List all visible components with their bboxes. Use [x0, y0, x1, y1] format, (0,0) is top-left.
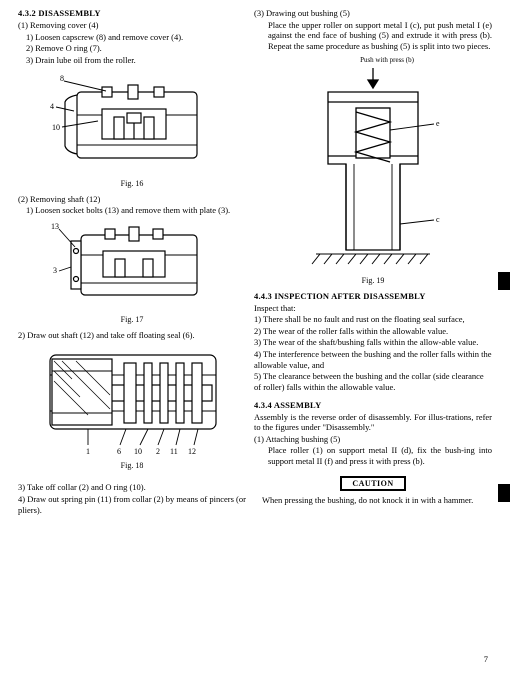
caution-box: CAUTION	[340, 476, 405, 491]
removing-cover-step2: 2) Remove O ring (7).	[18, 43, 246, 54]
fig18-label-12: 12	[188, 447, 196, 456]
drawout-spring: 4) Draw out spring pin (11) from collar …	[18, 494, 246, 515]
fig19-caption: Fig. 19	[254, 276, 492, 285]
fig18-label-11: 11	[170, 447, 178, 456]
fig17-label-13: 13	[51, 222, 59, 231]
sec-432: 4.3.2 DISASSEMBLY	[18, 8, 246, 18]
assembly-intro: Assembly is the reverse order of disasse…	[254, 412, 492, 433]
attach-bushing-title: (1) Attaching bushing (5)	[254, 434, 492, 445]
fig17: 13 3	[18, 217, 246, 313]
fig19: e c	[254, 64, 492, 274]
drawout-shaft: 2) Draw out shaft (12) and take off floa…	[18, 330, 246, 341]
fig16-label-4: 4	[50, 102, 54, 111]
fig18-label-10: 10	[134, 447, 142, 456]
page-number: 7	[484, 654, 488, 664]
removing-cover-title: (1) Removing cover (4)	[18, 20, 246, 31]
fig19-toplabel: Push with press (b)	[282, 56, 492, 64]
removing-cover-step1: 1) Loosen capscrew (8) and remove cover …	[18, 32, 246, 43]
fig18-label-2: 2	[156, 447, 160, 456]
inspect-title: Inspect that:	[254, 303, 492, 314]
inspect-5: 5) The clearance between the bushing and…	[254, 371, 492, 392]
inspect-1: 1) There shall be no fault and rust on t…	[254, 314, 492, 325]
removing-cover-step3: 3) Drain lube oil from the roller.	[18, 55, 246, 66]
thumb-tab-2	[498, 484, 510, 502]
inspect-2: 2) The wear of the roller falls within t…	[254, 326, 492, 337]
removing-shaft-title: (2) Removing shaft (12)	[18, 194, 246, 205]
sec-434: 4.3.4 ASSEMBLY	[254, 400, 492, 410]
caution-body: When pressing the bushing, do not knock …	[254, 495, 492, 506]
thumb-tab-1	[498, 272, 510, 290]
fig18-label-1: 1	[86, 447, 90, 456]
fig17-label-3: 3	[53, 266, 57, 275]
sec-443: 4.4.3 INSPECTION AFTER DISASSEMBLY	[254, 291, 492, 301]
fig16: 8 4 10	[18, 67, 246, 177]
fig16-label-10: 10	[52, 123, 60, 132]
removing-shaft-step1: 1) Loosen socket bolts (13) and remove t…	[18, 205, 246, 216]
inspect-3: 3) The wear of the shaft/bushing falls w…	[254, 337, 492, 348]
fig16-label-8: 8	[60, 74, 64, 83]
takeoff-collar: 3) Take off collar (2) and O ring (10).	[18, 482, 246, 493]
drawing-bushing-body: Place the upper roller on support metal …	[254, 20, 492, 52]
fig18-caption: Fig. 18	[18, 461, 246, 470]
fig18: 1 6 10 2 11 12	[18, 341, 246, 459]
fig18-label-6: 6	[117, 447, 121, 456]
fig19-label-c: c	[436, 215, 440, 224]
fig16-caption: Fig. 16	[18, 179, 246, 188]
inspect-4: 4) The interference between the bushing …	[254, 349, 492, 370]
fig17-caption: Fig. 17	[18, 315, 246, 324]
drawing-bushing-title: (3) Drawing out bushing (5)	[254, 8, 492, 19]
attach-bushing-body: Place roller (1) on support metal II (d)…	[254, 445, 492, 466]
fig19-label-e: e	[436, 119, 440, 128]
